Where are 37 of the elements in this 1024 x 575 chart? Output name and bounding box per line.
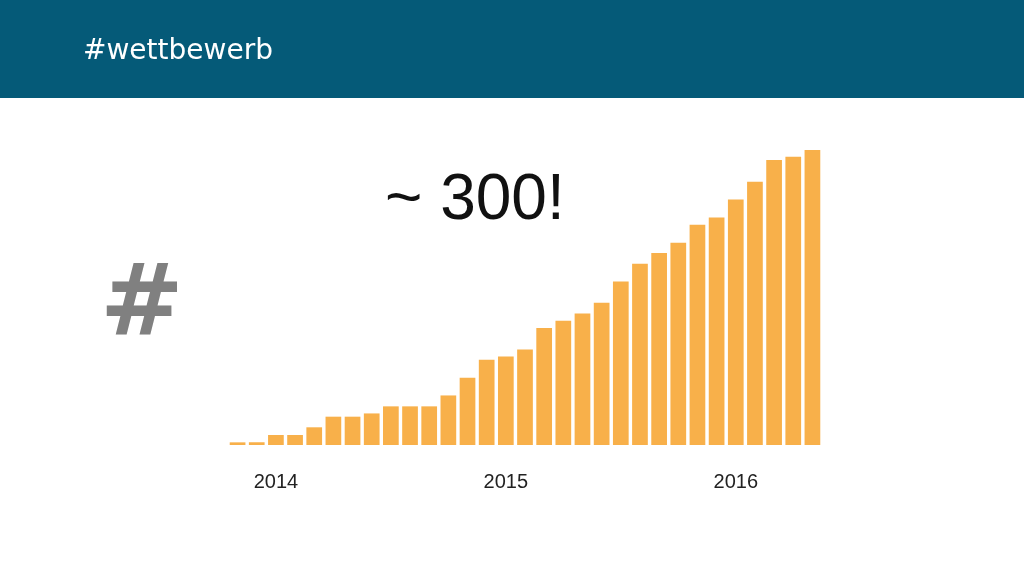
bar — [747, 181, 763, 445]
bar — [689, 224, 706, 445]
bar — [268, 434, 284, 445]
bar — [670, 242, 687, 445]
bar — [478, 359, 495, 445]
chart-title: #wettbewerb — [83, 32, 273, 66]
x-tick-label: 2014 — [253, 470, 299, 492]
bar — [785, 156, 802, 445]
bar — [440, 395, 457, 445]
bar — [363, 413, 380, 445]
bar — [287, 434, 303, 445]
bar — [497, 356, 514, 445]
x-tick-label: 2015 — [483, 470, 529, 492]
y-axis-title: # — [100, 241, 184, 359]
bar — [804, 150, 821, 445]
bar — [421, 406, 438, 445]
bar — [248, 442, 265, 445]
bar — [344, 416, 361, 445]
annotation: ~ 300! — [385, 161, 565, 233]
bar — [402, 406, 418, 445]
bar — [325, 416, 342, 445]
bar — [727, 199, 744, 445]
bar — [593, 302, 610, 445]
x-tick-label: 2016 — [713, 470, 759, 492]
bar — [229, 442, 246, 445]
bar — [517, 349, 533, 445]
bar — [632, 263, 648, 445]
bar — [459, 377, 476, 445]
bar — [555, 320, 572, 445]
bar — [574, 313, 591, 445]
bar — [708, 217, 725, 445]
bar — [536, 327, 553, 445]
bar — [766, 160, 782, 445]
bar — [383, 406, 399, 445]
bar — [306, 427, 323, 445]
bar — [651, 252, 667, 445]
bar — [612, 281, 629, 445]
